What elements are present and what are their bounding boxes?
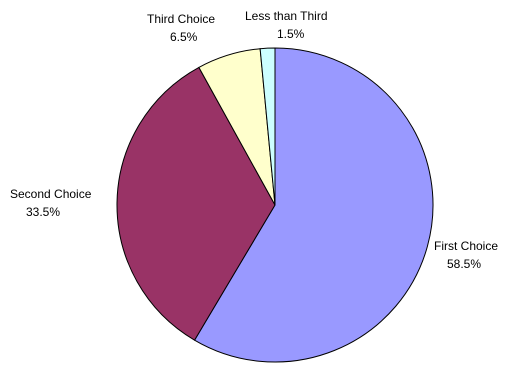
pie-slice-first-choice <box>193 47 434 363</box>
label-first-choice: First Choice 58.5% <box>434 239 498 271</box>
label-less-than-third: Less than Third 1.5% <box>245 9 328 41</box>
label-second-choice: Second Choice 33.5% <box>10 187 92 219</box>
label-first-choice-name: First Choice <box>434 239 498 253</box>
label-third-choice-value: 6.5% <box>170 30 198 44</box>
pie-slice-second-choice <box>116 66 276 341</box>
label-second-choice-name: Second Choice <box>10 187 92 201</box>
label-third-choice-name: Third Choice <box>147 12 215 26</box>
label-first-choice-value: 58.5% <box>447 257 481 271</box>
pie-slices <box>116 47 434 363</box>
label-less-than-third-value: 1.5% <box>277 27 305 41</box>
label-third-choice: Third Choice 6.5% <box>147 12 215 44</box>
label-second-choice-value: 33.5% <box>26 205 60 219</box>
label-less-than-third-name: Less than Third <box>245 9 328 23</box>
pie-slice-less-than-third <box>259 47 276 206</box>
